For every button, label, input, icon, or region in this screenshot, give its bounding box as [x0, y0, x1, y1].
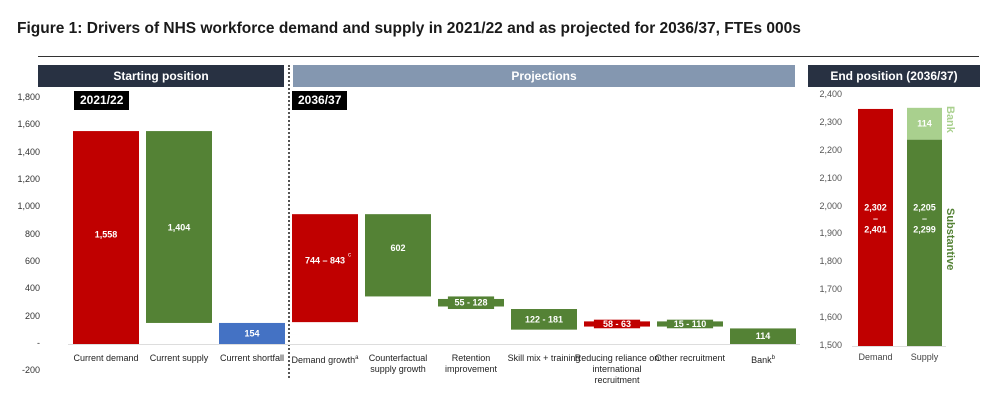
bar-value-label: 154: [244, 328, 259, 338]
end-bar-value-label: 2,302: [864, 203, 887, 213]
x-axis-label-end: Demand: [858, 352, 893, 362]
end-bar-value-label: 2,401: [864, 225, 887, 235]
y-tick-label: 1,600: [819, 312, 842, 323]
section-header-end: End position (2036/37): [808, 65, 980, 87]
end-bar-value-label: 2,299: [913, 225, 936, 235]
x-axis-label: Other recruitment: [654, 353, 726, 363]
bar-value-label: 1,404: [168, 223, 191, 233]
bar-5: [447, 296, 495, 310]
x-axis-label-end: Supply: [910, 352, 939, 362]
bar-value-label: 55 - 128: [454, 298, 487, 308]
y-tick-label: 2,000: [819, 200, 842, 211]
x-axis-label: Bankb: [751, 355, 775, 365]
y-tick-label: 2,300: [819, 116, 842, 127]
end-bar-supply-bank: [907, 107, 942, 140]
bar-value-label: 58 - 63: [603, 319, 631, 329]
y-tick-label: 1,500: [819, 340, 842, 350]
y-tick-label: 2,400: [819, 89, 842, 99]
section-header-projections: Projections: [293, 65, 795, 87]
y-tick-label: -200: [21, 365, 40, 376]
y-tick-label: 2,100: [819, 172, 842, 183]
bar-7: [593, 319, 641, 329]
x-axis-label: Skill mix + training: [507, 353, 581, 363]
x-axis-label: Counterfactual supply growth: [368, 353, 428, 374]
y-tick-label: 1,400: [17, 146, 40, 157]
section-header-starting: Starting position: [38, 65, 284, 87]
bar-value-label: 1,558: [95, 229, 118, 239]
footnote-marker: b: [771, 355, 775, 361]
bar-value-label: 602: [390, 243, 405, 253]
bar-4: [365, 214, 431, 297]
x-axis-label: Retention improvement: [444, 353, 498, 374]
y-tick-label: 1,600: [17, 119, 40, 130]
figure-title: Figure 1: Drivers of NHS workforce deman…: [17, 20, 801, 37]
end-bar-demand: [858, 108, 893, 346]
end-bar-supply-substantive: [907, 139, 942, 346]
footnote-marker: a: [355, 355, 359, 361]
y-tick-label: 800: [24, 228, 40, 239]
y-tick-label: 600: [24, 256, 40, 266]
y-tick-label: 400: [24, 283, 40, 294]
bar-0: [73, 131, 139, 344]
bar-value-label: 122 - 181: [525, 314, 563, 324]
y-tick-label: 1,700: [819, 284, 842, 295]
bar-1: [146, 131, 212, 323]
bar-value-label: 114: [756, 331, 771, 341]
x-axis-label: Current shortfall: [219, 353, 285, 363]
y-tick-label: 1,900: [819, 228, 842, 239]
title-rule: [38, 56, 979, 57]
bar-6: [511, 309, 577, 330]
year-badge-start: 2021/22: [74, 91, 130, 110]
x-axis-label: Demand growtha: [291, 355, 359, 365]
end-bar-value-label: –: [873, 214, 878, 224]
bar-value-label: 15 - 110: [674, 319, 707, 329]
bar-2: [219, 322, 285, 344]
footnote-marker: c: [348, 252, 351, 258]
bar-value-label: 744 – 843: [305, 255, 345, 265]
y-tick-label: 1,000: [17, 201, 40, 212]
bar-8: [666, 319, 714, 329]
year-badge-projection: 2036/37: [292, 91, 348, 110]
y-tick-label: 1,200: [17, 174, 40, 184]
y-tick-label: 2,200: [819, 144, 842, 155]
x-axis-label: Current demand: [73, 353, 139, 363]
x-axis-label: Reducing reliance on international recru…: [574, 353, 660, 385]
y-tick-label: 1,800: [17, 92, 40, 102]
y-tick-label: 200: [24, 310, 40, 321]
bank-segment-label: Bank: [944, 106, 956, 133]
substantive-segment-label: Substantive: [944, 208, 956, 271]
end-bar-value-label: –: [922, 214, 927, 224]
end-bar-value-label: 2,205: [913, 203, 936, 213]
bar-3: [292, 214, 358, 323]
end-bar-value-label: 114: [917, 119, 932, 129]
bar-9: [730, 328, 796, 344]
section-divider: [288, 65, 290, 378]
y-tick-label: 1,800: [819, 256, 842, 267]
x-axis-label: Current supply: [149, 353, 209, 363]
y-tick-label: -: [37, 338, 40, 348]
